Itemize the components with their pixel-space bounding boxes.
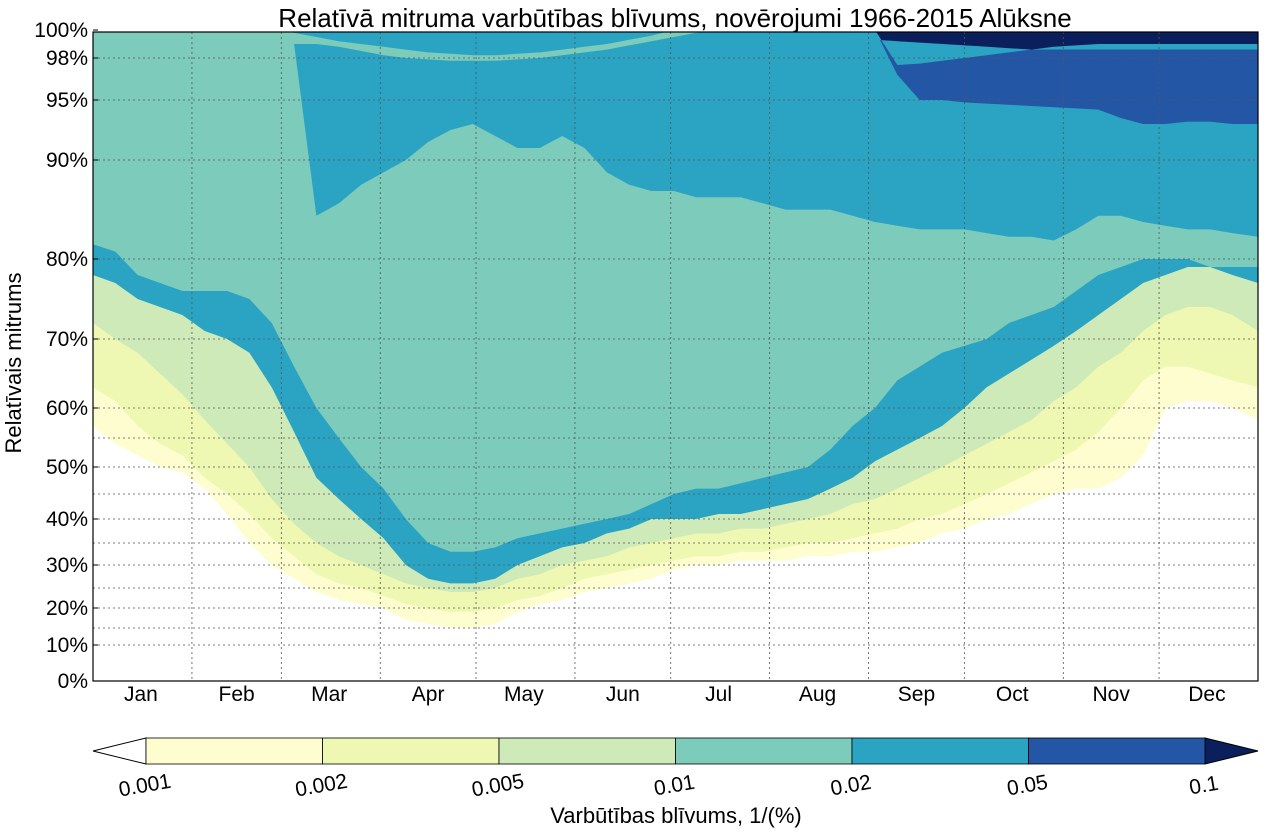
colorbar-segment xyxy=(498,737,676,765)
x-tick-label: Mar xyxy=(311,683,347,706)
x-tick-label: Oct xyxy=(996,683,1029,706)
colorbar-label: Varbūtības blīvums, 1/(%) xyxy=(550,803,801,828)
y-tick-label: 70% xyxy=(46,328,88,351)
x-axis: Jan Feb Mar Apr May Jun Jul Aug Sep Oct Nov Dec xyxy=(124,683,1226,706)
x-tick-label: Apr xyxy=(412,683,445,706)
colorbar-tick-label: 0.02 xyxy=(829,771,873,801)
y-tick-label: 98% xyxy=(46,47,88,70)
chart-title: Relatīvā mitruma varbūtības blīvums, nov… xyxy=(278,3,1071,33)
x-tick-label: Dec xyxy=(1188,683,1225,706)
colorbar: 0.001 0.002 0.005 0.01 0.02 0.05 0.1 xyxy=(92,737,1259,802)
x-tick-label: Sep xyxy=(898,683,935,706)
x-tick-label: Aug xyxy=(799,683,836,706)
band-0.01-0.02 xyxy=(93,32,1258,552)
x-tick-label: Feb xyxy=(219,683,255,706)
colorbar-segment xyxy=(1028,737,1206,765)
x-tick-label: Jan xyxy=(124,683,158,706)
colorbar-segment xyxy=(145,737,323,765)
y-tick-label: 0% xyxy=(58,670,88,693)
y-axis: 0% 10% 20% 30% 40% 50% 60% 70% 80% 90% 95% 98% 100% xyxy=(34,19,98,693)
colorbar-extend-low xyxy=(92,737,147,765)
colorbar-segment xyxy=(851,737,1029,765)
colorbar-extend-high xyxy=(1204,737,1259,765)
y-tick-label: 20% xyxy=(46,597,88,620)
y-tick-label: 10% xyxy=(46,634,88,657)
x-tick-label: May xyxy=(504,683,544,706)
y-tick-label: 50% xyxy=(46,456,88,479)
x-tick-label: Jun xyxy=(606,683,640,706)
y-axis-label: Relatīvais mitrums xyxy=(1,273,26,454)
y-tick-label: 40% xyxy=(46,508,88,531)
y-tick-label: 60% xyxy=(46,397,88,420)
colorbar-segment xyxy=(675,737,853,765)
colorbar-tick-label: 0.001 xyxy=(117,770,173,802)
y-tick-label: 95% xyxy=(46,89,88,112)
colorbar-tick-label: 0.005 xyxy=(470,770,526,802)
colorbar-tick-label: 0.1 xyxy=(1187,772,1220,800)
y-tick-label: 90% xyxy=(46,149,88,172)
x-tick-label: Nov xyxy=(1092,683,1130,706)
colorbar-tick-label: 0.01 xyxy=(652,771,696,801)
y-tick-label: 30% xyxy=(46,554,88,577)
plot-frame xyxy=(92,31,1259,682)
colorbar-tick-label: 0.05 xyxy=(1005,771,1049,801)
y-tick-label: 80% xyxy=(46,248,88,271)
y-tick-label: 100% xyxy=(34,19,88,42)
band-0.01-0.02-upper xyxy=(93,32,703,61)
contour-bands xyxy=(93,32,1258,681)
grid-lines xyxy=(93,32,1258,681)
colorbar-segment xyxy=(322,737,500,765)
band-under xyxy=(93,401,1258,681)
x-tick-label: Jul xyxy=(705,683,732,706)
colorbar-tick-label: 0.002 xyxy=(293,770,349,802)
